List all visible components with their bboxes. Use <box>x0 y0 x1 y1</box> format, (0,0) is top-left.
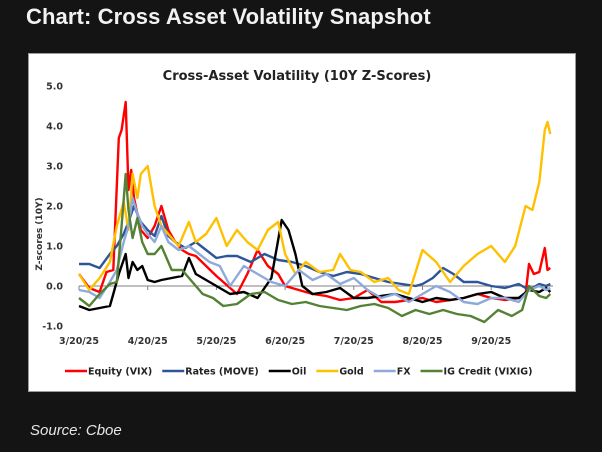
y-tick-label: 1.0 <box>46 242 63 253</box>
legend-label-gold: Gold <box>339 367 363 378</box>
x-tick-label: 4/20/25 <box>128 336 168 347</box>
legend-label-oil: Oil <box>292 367 307 378</box>
source-note: Source: Cboe <box>30 422 122 439</box>
page-title: Chart: Cross Asset Volatility Snapshot <box>26 4 431 29</box>
chart-panel: Cross-Asset Volatility (10Y Z-Scores) Z-… <box>28 53 576 392</box>
x-axis-ticks: 3/20/25 4/20/25 5/20/25 6/20/25 7/20/25 8/20/… <box>59 286 511 347</box>
x-tick-label: 5/20/25 <box>196 336 236 347</box>
y-tick-label: 5.0 <box>46 82 63 93</box>
series-line-rates-move <box>79 204 551 292</box>
legend-label-rates-move: Rates (MOVE) <box>185 367 258 378</box>
legend: Equity (VIX) Rates (MOVE) Oil Gold FX IG Cred… <box>65 367 532 378</box>
x-tick-label: 7/20/25 <box>334 336 374 347</box>
chart-title: Cross-Asset Volatility (10Y Z-Scores) <box>163 69 432 84</box>
x-tick-label: 9/20/25 <box>471 336 511 347</box>
x-tick-label: 8/20/25 <box>403 336 443 347</box>
x-tick-label: 3/20/25 <box>59 336 99 347</box>
series-line-oil <box>78 218 552 312</box>
y-axis-ticks: 5.0 4.0 3.0 2.0 1.0 0.0 -1.0 <box>42 82 63 333</box>
series-line-equity-vix <box>78 100 551 304</box>
series-line-ig-credit-vixig <box>78 172 552 324</box>
y-tick-label: 3.0 <box>46 162 63 173</box>
y-tick-label: 2.0 <box>46 202 63 213</box>
y-axis-label: Z-scores (10Y) <box>35 197 45 270</box>
legend-label-equity-vix: Equity (VIX) <box>88 367 152 378</box>
series-line-gold <box>77 120 552 296</box>
series-lines <box>77 100 552 324</box>
series-line-fx <box>78 196 551 306</box>
x-tick-label: 6/20/25 <box>265 336 305 347</box>
y-tick-label: 4.0 <box>46 122 63 133</box>
legend-label-ig-credit-vixig: IG Credit (VIXIG) <box>444 367 533 378</box>
legend-label-fx: FX <box>397 367 411 378</box>
y-tick-label: -1.0 <box>42 322 63 333</box>
line-chart: Cross-Asset Volatility (10Y Z-Scores) Z-… <box>35 69 554 378</box>
y-tick-label: 0.0 <box>46 282 63 293</box>
